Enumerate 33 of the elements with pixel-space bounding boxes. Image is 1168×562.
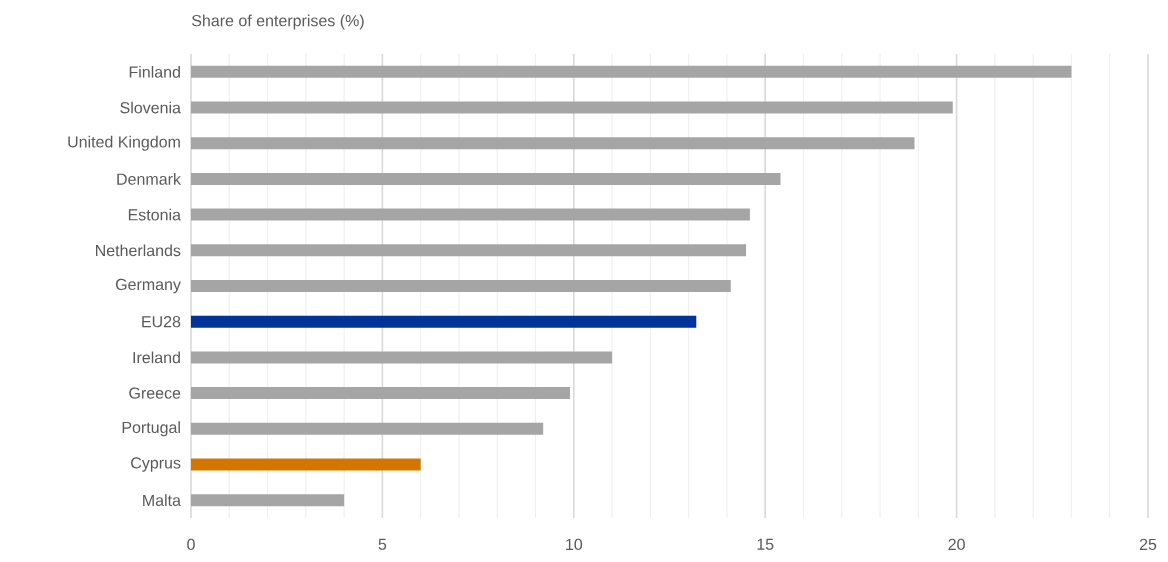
bar xyxy=(191,172,781,185)
bar xyxy=(191,208,750,221)
y-tick-label: Portugal xyxy=(122,421,180,437)
x-tick-label: 25 xyxy=(1139,538,1157,551)
x-tick-label: 10 xyxy=(566,538,583,551)
bar xyxy=(191,101,953,114)
bar xyxy=(191,315,697,328)
y-tick-label: Ireland xyxy=(133,351,180,364)
x-tick-label: 15 xyxy=(757,538,774,550)
bar xyxy=(191,280,731,293)
y-tick-label: Estonia xyxy=(128,208,181,221)
bar xyxy=(191,244,747,257)
bar xyxy=(191,458,421,471)
y-tick-label: Cyprus xyxy=(131,457,181,472)
y-tick-label: EU28 xyxy=(142,316,181,328)
y-tick-label: Netherlands xyxy=(96,244,181,257)
x-tick-label: 5 xyxy=(378,538,387,550)
bar xyxy=(191,422,544,435)
x-tick-label: 0 xyxy=(187,538,195,551)
y-tick-label: Slovenia xyxy=(120,101,181,114)
x-tick-label: 20 xyxy=(948,538,965,551)
bar xyxy=(191,494,345,507)
bar xyxy=(191,351,613,364)
y-tick-label: Germany xyxy=(115,278,181,294)
bar xyxy=(191,387,570,400)
y-tick-label: Greece xyxy=(129,387,181,399)
chart-title: Share of enterprises (%) xyxy=(192,14,364,30)
y-tick-label: Denmark xyxy=(117,173,181,185)
y-tick-label: Finland xyxy=(129,65,180,78)
bar xyxy=(191,65,1072,78)
bar xyxy=(191,137,915,150)
y-tick-label: United Kingdom xyxy=(68,135,180,151)
y-tick-label: Malta xyxy=(143,494,181,507)
